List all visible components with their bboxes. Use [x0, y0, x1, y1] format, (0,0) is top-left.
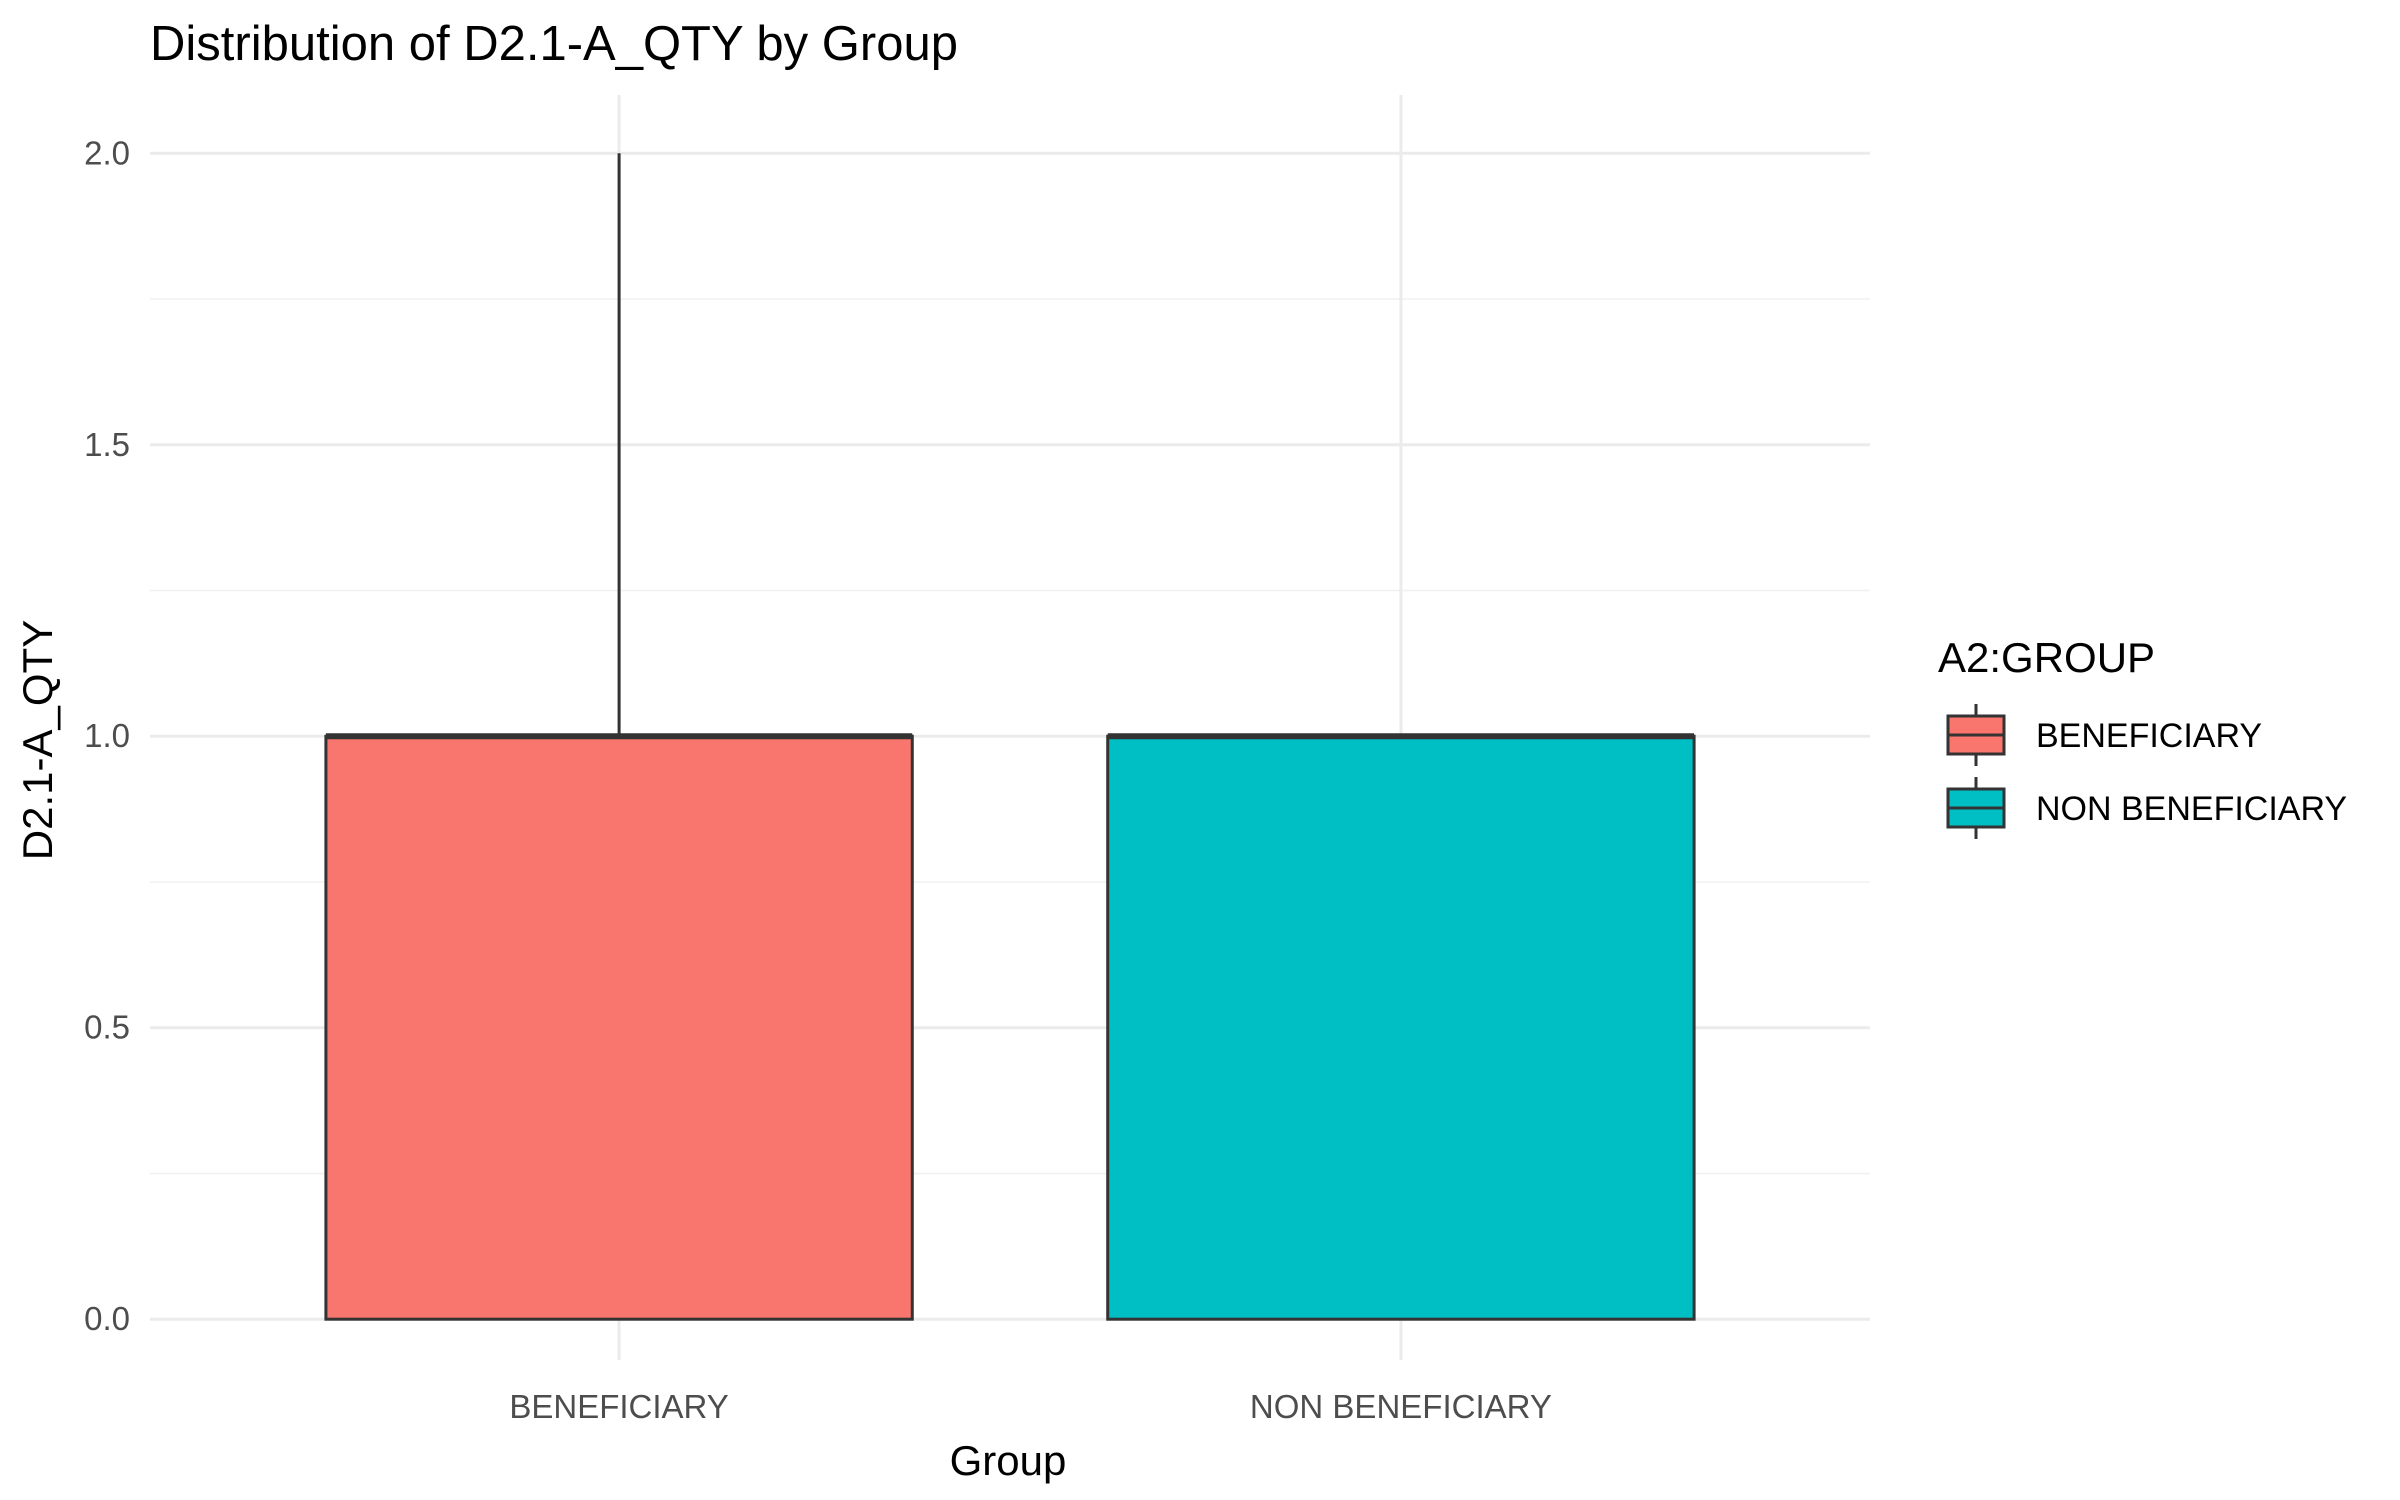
y-tick-label: 1.5 — [84, 426, 130, 463]
legend-entry: NON BENEFICIARY — [1946, 777, 2347, 839]
legend-label: BENEFICIARY — [2036, 717, 2262, 755]
box-body — [1106, 734, 1696, 1321]
legend-entries: BENEFICIARY NON BENEFICIARY — [1946, 704, 2347, 839]
chart-title: Distribution of D2.1-A_QTY by Group — [150, 17, 958, 71]
y-tick-label: 0.5 — [84, 1009, 130, 1046]
legend: A2:GROUP BENEFICIARY NON BENEFICIARY — [1938, 634, 2347, 839]
legend-label: NON BENEFICIARY — [2036, 790, 2347, 828]
boxes-layer — [324, 153, 1696, 1321]
box-body — [324, 734, 914, 1321]
legend-title: A2:GROUP — [1938, 634, 2155, 681]
legend-entry: BENEFICIARY — [1946, 704, 2262, 766]
box-beneficiary — [324, 153, 914, 1321]
y-tick-label: 1.0 — [84, 717, 130, 754]
box-non-beneficiary — [1106, 733, 1696, 1321]
y-tick-label: 0.0 — [84, 1300, 130, 1337]
y-axis-title: D2.1-A_QTY — [14, 620, 61, 860]
x-tick-label: NON BENEFICIARY — [1250, 1388, 1552, 1425]
axis-layer: 0.0 0.5 1.0 1.5 2.0 BENEFICIARY NON BENEFICIAR… — [84, 134, 1552, 1425]
y-tick-label: 2.0 — [84, 134, 130, 171]
x-axis-title: Group — [950, 1437, 1067, 1484]
x-tick-label: BENEFICIARY — [509, 1388, 728, 1425]
